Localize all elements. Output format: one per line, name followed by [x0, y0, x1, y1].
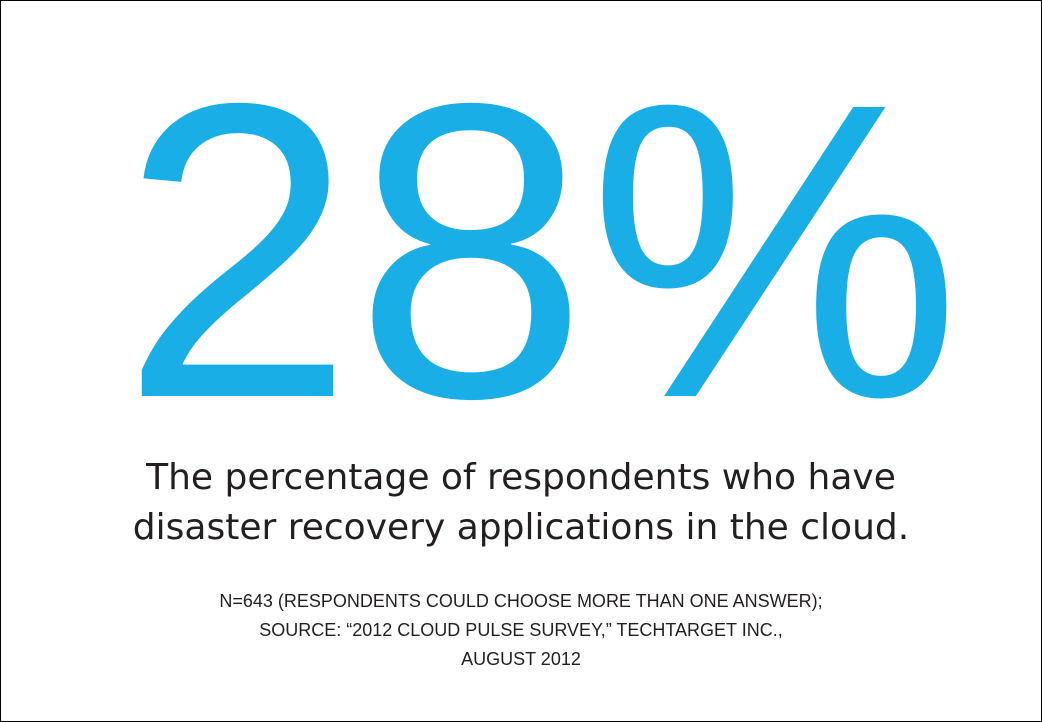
source-line: N=643 (RESPONDENTS COULD CHOOSE MORE THA… — [219, 591, 823, 611]
stat: 28% — [121, 71, 962, 411]
source-line: AUGUST 2012 — [461, 649, 581, 669]
source-line: SOURCE: “2012 CLOUD PULSE SURVEY,” TECHT… — [259, 620, 783, 640]
description-line: disaster recovery applications in the cl… — [132, 507, 910, 548]
description-line: The percentage of respondents who have — [146, 457, 896, 498]
description: The percentage of respondents who have d… — [1, 453, 1041, 553]
stat-graphic: 28% — [121, 71, 962, 411]
source: N=643 (RESPONDENTS COULD CHOOSE MORE THA… — [1, 587, 1041, 674]
